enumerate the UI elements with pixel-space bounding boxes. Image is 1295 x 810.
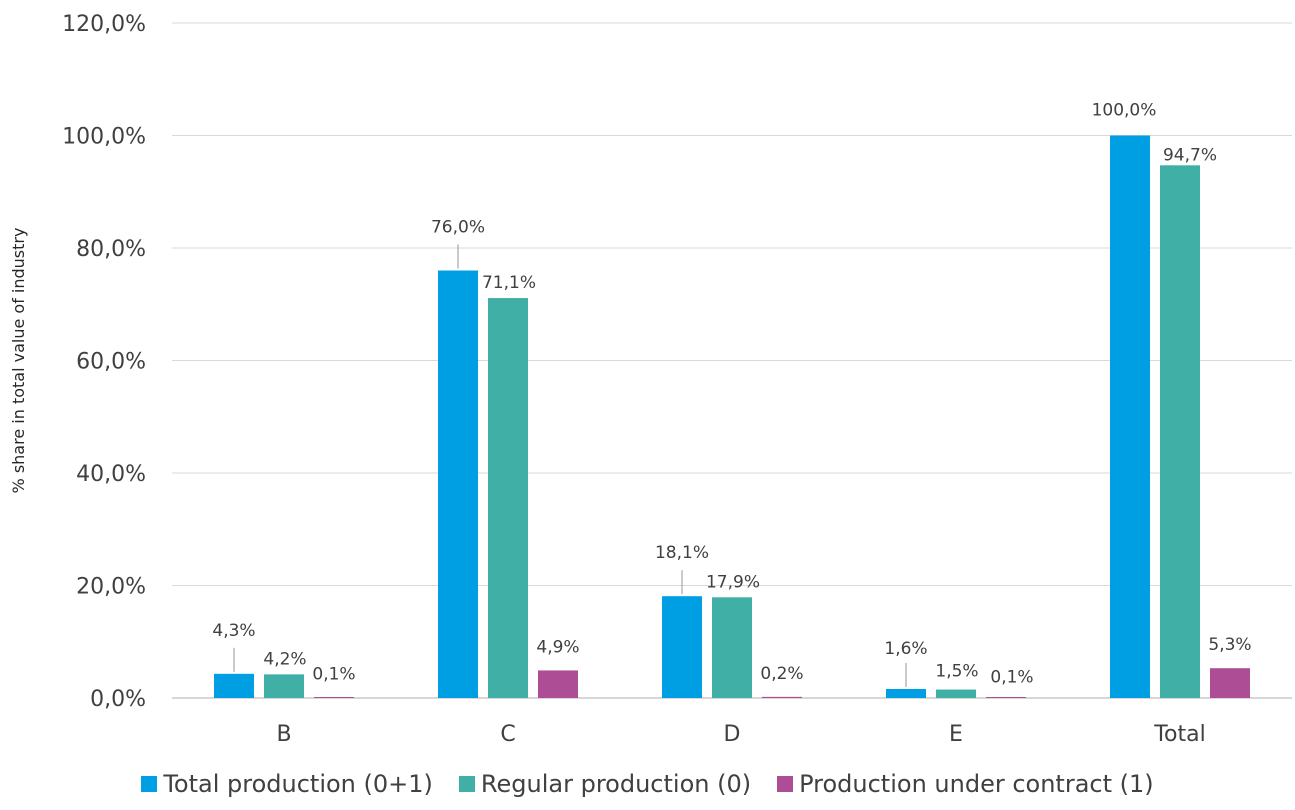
bar: [886, 689, 926, 698]
data-label: 0,1%: [990, 667, 1033, 687]
x-category-label: Total: [1153, 722, 1205, 747]
y-tick-label: 80,0%: [76, 237, 146, 262]
data-label: 4,2%: [263, 649, 306, 669]
data-label: 18,1%: [655, 543, 709, 563]
bar: [314, 697, 354, 698]
bar: [214, 673, 254, 698]
x-category-label: C: [500, 722, 515, 747]
legend: Total production (0+1) Regular production…: [0, 770, 1295, 798]
data-label: 4,9%: [536, 637, 579, 657]
data-label: 1,5%: [935, 662, 978, 682]
y-axis-title: % share in total value of industry: [9, 228, 28, 494]
y-tick-label: 120,0%: [62, 12, 146, 37]
legend-label: Production under contract (1): [799, 770, 1154, 798]
bar: [986, 697, 1026, 698]
y-tick-label: 40,0%: [76, 462, 146, 487]
legend-swatch: [458, 776, 475, 792]
data-label: 94,7%: [1163, 145, 1217, 165]
bar: [1110, 135, 1150, 698]
legend-item: Total production (0+1): [141, 770, 433, 798]
bar: [712, 597, 752, 698]
legend-swatch: [777, 776, 794, 792]
legend-swatch: [141, 776, 158, 792]
bar-chart: 0,0% 20,0% 40,0% 60,0% 80,0% 100,0% 120,0% % sh…: [9, 12, 1292, 747]
bar: [488, 298, 528, 698]
legend-item: Regular production (0): [458, 770, 752, 798]
y-tick-label: 60,0%: [76, 350, 146, 375]
bar: [264, 674, 304, 698]
bar: [1210, 668, 1250, 698]
data-label: 0,2%: [760, 664, 803, 684]
legend-label: Total production (0+1): [163, 770, 433, 798]
data-label: 1,6%: [884, 639, 927, 659]
x-category-label: B: [276, 722, 291, 747]
data-label: 4,3%: [212, 621, 255, 641]
bar: [1160, 165, 1200, 698]
bar: [438, 270, 478, 698]
legend-label: Regular production (0): [480, 770, 752, 798]
x-category-label: D: [724, 722, 741, 747]
data-label: 0,1%: [312, 664, 355, 684]
bar: [936, 689, 976, 698]
legend-item: Production under contract (1): [777, 770, 1154, 798]
x-category-label: E: [949, 722, 963, 747]
y-tick-label: 20,0%: [76, 575, 146, 600]
data-label: 5,3%: [1208, 635, 1251, 655]
bar: [762, 696, 802, 698]
bar: [662, 596, 702, 698]
data-label: 100,0%: [1092, 101, 1157, 121]
data-label: 71,1%: [482, 273, 536, 293]
data-label: 76,0%: [431, 218, 485, 238]
y-tick-label: 100,0%: [62, 125, 146, 150]
bar: [538, 670, 578, 698]
y-tick-label: 0,0%: [90, 687, 146, 712]
data-label: 17,9%: [706, 572, 760, 592]
